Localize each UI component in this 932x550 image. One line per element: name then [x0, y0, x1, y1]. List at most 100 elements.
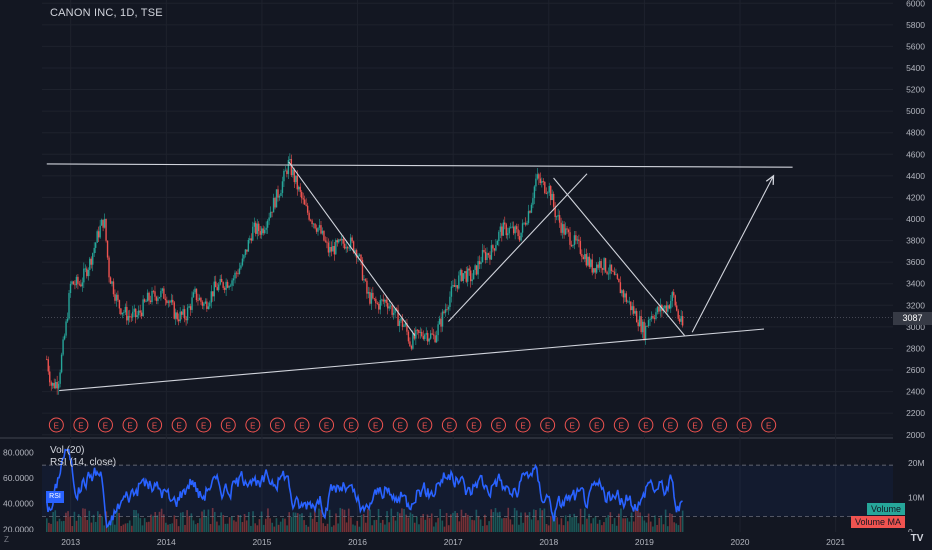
volume-bar [267, 508, 269, 532]
volume-bar [456, 512, 459, 532]
candle-body [222, 282, 224, 288]
volume-bar [167, 524, 169, 532]
candle-body [532, 198, 534, 205]
candle-body [492, 245, 494, 249]
candle-body [429, 333, 432, 339]
volume-bar [662, 524, 665, 532]
trendline-rise-2016-2017 [447, 173, 588, 322]
candle-body [459, 270, 462, 276]
zoom-button[interactable]: Z [4, 535, 9, 544]
earnings-marker-icon [368, 417, 384, 433]
volume-bar [233, 520, 235, 532]
volume-bar [569, 514, 571, 532]
volume-bar [158, 511, 161, 532]
volume-tick-label: 20M [908, 458, 925, 468]
earnings-marker-label: E [668, 422, 673, 431]
candle-body [465, 271, 467, 282]
candle-body [117, 294, 119, 301]
candle-body [569, 232, 571, 245]
candle-body [372, 292, 374, 299]
price-tick-label: 2400 [906, 387, 925, 397]
time-tick-label: 2021 [826, 537, 845, 547]
volume-bar [271, 522, 274, 532]
candle-body [501, 226, 503, 236]
earnings-marker-label: E [176, 422, 181, 431]
price-axis-bg [893, 0, 932, 550]
volume-bar [484, 514, 486, 532]
volume-bar [213, 511, 216, 532]
volume-bar [647, 513, 650, 532]
candle-body [515, 226, 518, 230]
candle-body [135, 308, 137, 317]
candle-body [450, 286, 453, 297]
volume-bar [462, 515, 465, 532]
candle-body [634, 311, 636, 314]
candle-body [186, 307, 189, 321]
volume-bar [507, 507, 510, 532]
volume-indicator-label[interactable]: Vol (20) [50, 445, 85, 456]
volume-bar [235, 521, 237, 532]
volume-bar [216, 521, 218, 532]
candle-body [481, 250, 484, 263]
candle-body [329, 246, 331, 253]
volume-bar [498, 511, 501, 532]
volume-bar [199, 518, 201, 532]
candle-body [354, 250, 356, 253]
volume-bar [609, 512, 612, 532]
earnings-marker-label: E [692, 422, 697, 431]
candle-body [384, 299, 386, 302]
volume-bar [190, 513, 193, 532]
candle-body [296, 175, 298, 190]
candle-body [373, 298, 376, 300]
candle-body [609, 264, 611, 274]
earnings-marker-icon [761, 417, 777, 433]
candle-body [207, 306, 210, 309]
candle-body [529, 211, 531, 213]
volume-bar [637, 509, 639, 532]
candle-body [511, 226, 513, 228]
time-axis[interactable]: 2013 2014 2015 2016 2017 2018 2019 2020 2021 [0, 532, 932, 550]
price-tick-label: 5800 [906, 20, 925, 30]
candle-body [139, 310, 141, 313]
candle-body [272, 197, 275, 213]
candle-body [290, 159, 293, 176]
candle-body [671, 292, 673, 301]
candle-body [564, 228, 567, 235]
trend-drawings[interactable] [46, 161, 793, 392]
candle-body [72, 281, 75, 285]
candle-body [382, 299, 384, 302]
earnings-marker-icon [196, 417, 212, 433]
candle-body [344, 243, 346, 249]
volume-bar [343, 509, 346, 532]
candle-body [232, 278, 235, 281]
tradingview-logo-icon[interactable]: TV [910, 533, 924, 544]
volume-bar [133, 509, 135, 532]
volume-bar [501, 518, 503, 532]
candle-body [99, 225, 101, 238]
candle-body [268, 217, 270, 221]
volume-bar [58, 518, 61, 532]
candle-body [155, 296, 158, 301]
volume-bar [471, 519, 473, 532]
volume-bar [505, 518, 507, 532]
volume-bar [428, 518, 431, 532]
volume-bar [394, 520, 397, 532]
candle-body [234, 272, 236, 279]
earnings-marker-icon [540, 417, 556, 433]
candle-body [619, 282, 622, 294]
price-axis[interactable]: 2000 2200 2400 2600 2800 3000 3200 3400 3600 3800… [3, 0, 932, 550]
candle-body [680, 316, 682, 322]
candle-body [223, 287, 226, 290]
volume-bar [577, 523, 580, 532]
volume-bar [194, 524, 197, 532]
volume-bar [275, 518, 278, 532]
volume-bar [635, 510, 637, 532]
trendline-resistance [46, 163, 793, 168]
rsi-indicator-label[interactable]: RSI (14, close) [50, 457, 117, 468]
volume-bar [515, 510, 518, 532]
candle-body [102, 219, 104, 228]
candle-body [424, 334, 426, 339]
volume-bar [464, 513, 467, 532]
